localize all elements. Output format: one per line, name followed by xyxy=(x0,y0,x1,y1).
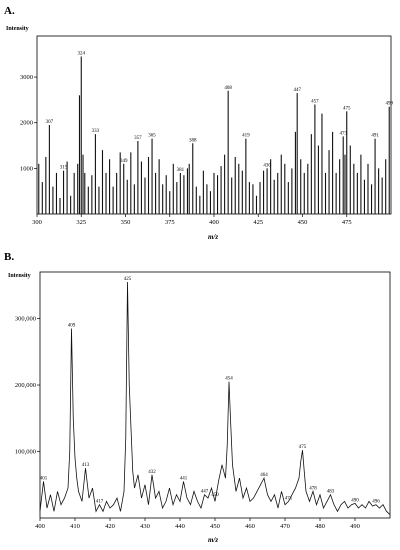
panel-a-xtick-label: 425 xyxy=(253,219,263,226)
panel-b-xlabel: m/z xyxy=(208,536,218,544)
panel-b-peak-label: 496 xyxy=(372,500,380,505)
panel-a-peak-label: 447 xyxy=(293,88,301,93)
panel-b-peak-label: 471 xyxy=(285,496,293,501)
panel-b-peak-label: 413 xyxy=(82,463,90,468)
panel-a-xtick-label: 325 xyxy=(76,219,86,226)
panel-a-peak-label: 357 xyxy=(134,136,142,141)
panel-b-ytick-label: 200,000 xyxy=(15,382,36,389)
panel-b-xtick-label: 410 xyxy=(70,523,80,530)
panel-b-peak-label: 432 xyxy=(148,470,156,475)
panel-b-xtick-label: 430 xyxy=(140,523,150,530)
panel-a-plot: 1000 2000 3000 300 325 350 375 400 425 450 475 307 3… xyxy=(20,35,393,226)
panel-a-ytick-label: 3000 xyxy=(20,74,33,81)
panel-a-label: A. xyxy=(4,5,15,17)
panel-a-peak-label: 457 xyxy=(311,99,319,104)
panel-a-xtick-label: 375 xyxy=(165,219,175,226)
panel-a-xtick-label: 400 xyxy=(209,219,219,226)
panel-b-frame xyxy=(39,271,391,519)
panel-b-peak-label: 409 xyxy=(68,324,76,329)
panel-a-peak-label: 408 xyxy=(224,86,232,91)
panel-a-peak-label: 315 xyxy=(60,166,68,171)
panel-b-peak-label: 450 xyxy=(211,493,219,498)
panel-b-peak-label: 441 xyxy=(180,476,188,481)
panel-b-peak-label: 464 xyxy=(260,473,268,478)
panel-a-peak-label: 388 xyxy=(189,138,197,143)
panel-b-ytick-label: 100,000 xyxy=(15,449,36,456)
panel-a-peak-label: 473 xyxy=(339,131,347,136)
panel-a-peak-label: 475 xyxy=(343,106,351,111)
panel-b-ytick-label: 300,000 xyxy=(15,316,36,323)
panel-b-ylabel: Intensity xyxy=(8,273,31,279)
panel-a-xtick-label: 450 xyxy=(298,219,308,226)
panel-a-ytick-label: 2000 xyxy=(20,120,33,127)
panel-a-peak-label: 430 xyxy=(263,163,271,168)
panel-b-peak-label: 483 xyxy=(327,490,335,495)
panel-b-peak-label: 401 xyxy=(40,476,48,481)
panel-b-spectrum-line xyxy=(39,281,391,515)
panel-a-peak-label: 307 xyxy=(46,120,54,125)
panel-b-peak-label: 417 xyxy=(96,500,104,505)
panel-b-peak-label: 490 xyxy=(351,498,359,503)
panel-a-xtick-label: 475 xyxy=(342,219,352,226)
panel-b-xtick-label: 420 xyxy=(105,523,115,530)
panel-b-xtick-label: 490 xyxy=(350,523,360,530)
panel-b-label: B. xyxy=(4,251,14,263)
panel-a-peak-label: 419 xyxy=(242,134,250,139)
panel-a-peak-label: 381 xyxy=(177,168,185,173)
panel-a-peak-label: 333 xyxy=(92,129,100,134)
panel-a-peak-label: 499 xyxy=(385,102,393,107)
panel-b-xtick-label: 400 xyxy=(35,523,45,530)
panel-b-peak-label: 425 xyxy=(124,277,132,282)
panel-a-ytick-label: 1000 xyxy=(20,165,33,172)
panel-b-xtick-label: 480 xyxy=(315,523,325,530)
panel-b-peak-label: 447 xyxy=(201,490,209,495)
panel-b-peak-label: 475 xyxy=(299,445,307,450)
panel-b-xtick-label: 450 xyxy=(210,523,220,530)
panel-b-xtick-label: 440 xyxy=(175,523,185,530)
panel-a-xlabel: m/z xyxy=(208,233,218,241)
panel-a-xtick-label: 300 xyxy=(32,219,42,226)
panel-a-ylabel: Intensity xyxy=(6,26,29,32)
panel-a-peak-label: 324 xyxy=(78,52,86,57)
panel-a-peak-label: 349 xyxy=(120,159,128,164)
panel-b-xtick-label: 470 xyxy=(280,523,290,530)
panel-a-xtick-label: 350 xyxy=(121,219,131,226)
panel-b-xtick-label: 460 xyxy=(245,523,255,530)
panel-a-peak-label: 491 xyxy=(371,134,379,139)
panel-a-peak-label: 365 xyxy=(148,134,156,139)
panel-b-peak-label: 478 xyxy=(309,486,317,491)
panel-b-peak-label: 454 xyxy=(225,377,233,382)
